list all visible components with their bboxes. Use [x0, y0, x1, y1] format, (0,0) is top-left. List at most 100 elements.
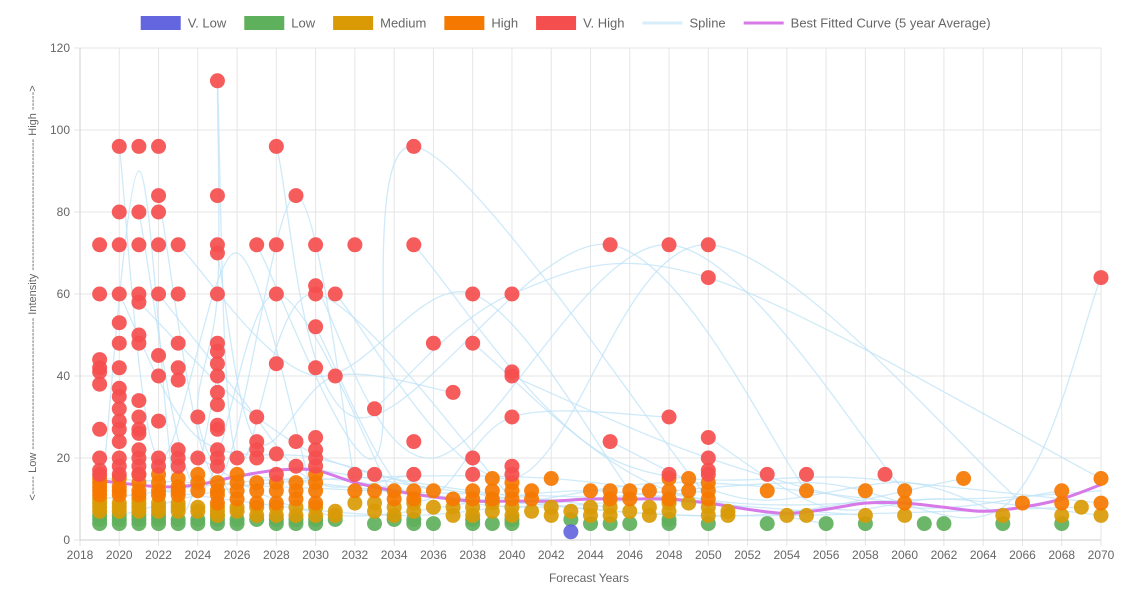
data-point[interactable]: [131, 294, 147, 310]
data-point[interactable]: [1093, 507, 1109, 523]
data-point[interactable]: [406, 483, 422, 499]
data-point[interactable]: [406, 237, 422, 253]
data-point[interactable]: [563, 524, 579, 540]
data-point[interactable]: [759, 483, 775, 499]
data-point[interactable]: [465, 286, 481, 302]
data-point[interactable]: [367, 516, 383, 532]
data-point[interactable]: [641, 483, 657, 499]
data-point[interactable]: [249, 450, 265, 466]
data-point[interactable]: [209, 397, 225, 413]
data-point[interactable]: [111, 204, 127, 220]
data-point[interactable]: [543, 471, 559, 486]
data-point[interactable]: [308, 237, 324, 253]
data-point[interactable]: [92, 421, 108, 437]
data-point[interactable]: [425, 499, 441, 515]
data-point[interactable]: [170, 372, 186, 388]
data-point[interactable]: [229, 466, 245, 482]
data-point[interactable]: [170, 237, 186, 253]
data-point[interactable]: [779, 507, 795, 523]
data-point[interactable]: [151, 458, 167, 474]
data-point[interactable]: [484, 471, 500, 486]
data-point[interactable]: [151, 138, 167, 154]
data-point[interactable]: [268, 138, 284, 154]
data-point[interactable]: [897, 507, 913, 523]
data-point[interactable]: [759, 466, 775, 482]
data-point[interactable]: [151, 413, 167, 429]
data-point[interactable]: [92, 286, 108, 302]
data-point[interactable]: [1093, 471, 1109, 486]
data-point[interactable]: [641, 499, 657, 515]
data-point[interactable]: [367, 466, 383, 482]
data-point[interactable]: [445, 491, 461, 507]
data-point[interactable]: [897, 495, 913, 511]
data-point[interactable]: [288, 475, 304, 491]
data-point[interactable]: [1093, 270, 1109, 286]
data-point[interactable]: [897, 483, 913, 499]
data-point[interactable]: [622, 483, 638, 499]
data-point[interactable]: [681, 483, 697, 499]
data-point[interactable]: [681, 471, 697, 486]
data-point[interactable]: [681, 495, 697, 511]
data-point[interactable]: [602, 483, 618, 499]
data-point[interactable]: [327, 368, 343, 384]
data-point[interactable]: [111, 138, 127, 154]
data-point[interactable]: [367, 483, 383, 499]
data-point[interactable]: [111, 401, 127, 417]
data-point[interactable]: [406, 466, 422, 482]
data-point[interactable]: [190, 466, 206, 482]
data-point[interactable]: [92, 364, 108, 380]
data-point[interactable]: [1054, 483, 1070, 499]
data-point[interactable]: [131, 409, 147, 425]
data-point[interactable]: [700, 237, 716, 253]
data-point[interactable]: [661, 237, 677, 253]
data-point[interactable]: [622, 516, 638, 532]
data-point[interactable]: [308, 286, 324, 302]
data-point[interactable]: [151, 237, 167, 253]
data-point[interactable]: [700, 450, 716, 466]
data-point[interactable]: [131, 138, 147, 154]
data-point[interactable]: [661, 409, 677, 425]
data-point[interactable]: [798, 466, 814, 482]
data-point[interactable]: [111, 389, 127, 404]
data-point[interactable]: [425, 335, 441, 351]
data-point[interactable]: [583, 499, 598, 515]
data-point[interactable]: [209, 245, 225, 261]
data-point[interactable]: [347, 483, 363, 499]
data-point[interactable]: [111, 421, 127, 437]
data-point[interactable]: [700, 270, 716, 286]
data-point[interactable]: [857, 483, 873, 499]
data-point[interactable]: [92, 237, 108, 253]
data-point[interactable]: [249, 495, 265, 511]
data-point[interactable]: [268, 466, 284, 482]
data-point[interactable]: [308, 430, 324, 445]
data-point[interactable]: [111, 237, 127, 253]
data-point[interactable]: [268, 237, 284, 253]
data-point[interactable]: [602, 237, 618, 253]
data-point[interactable]: [209, 475, 225, 491]
data-point[interactable]: [563, 503, 579, 519]
data-point[interactable]: [1054, 507, 1070, 523]
data-point[interactable]: [209, 73, 225, 89]
data-point[interactable]: [465, 466, 481, 482]
data-point[interactable]: [111, 466, 127, 482]
data-point[interactable]: [308, 495, 324, 511]
data-point[interactable]: [268, 286, 284, 302]
data-point[interactable]: [209, 188, 225, 204]
data-point[interactable]: [327, 286, 343, 302]
data-point[interactable]: [151, 286, 167, 302]
data-point[interactable]: [131, 425, 147, 441]
data-point[interactable]: [209, 368, 225, 384]
data-point[interactable]: [347, 495, 363, 511]
data-point[interactable]: [583, 483, 598, 499]
data-point[interactable]: [111, 335, 127, 351]
data-point[interactable]: [170, 458, 186, 474]
data-point[interactable]: [956, 471, 972, 486]
data-point[interactable]: [151, 368, 167, 384]
data-point[interactable]: [916, 516, 932, 532]
data-point[interactable]: [936, 516, 952, 532]
data-point[interactable]: [170, 335, 186, 351]
data-point[interactable]: [111, 434, 127, 450]
data-point[interactable]: [249, 237, 265, 253]
data-point[interactable]: [308, 360, 324, 376]
data-point[interactable]: [170, 471, 186, 486]
